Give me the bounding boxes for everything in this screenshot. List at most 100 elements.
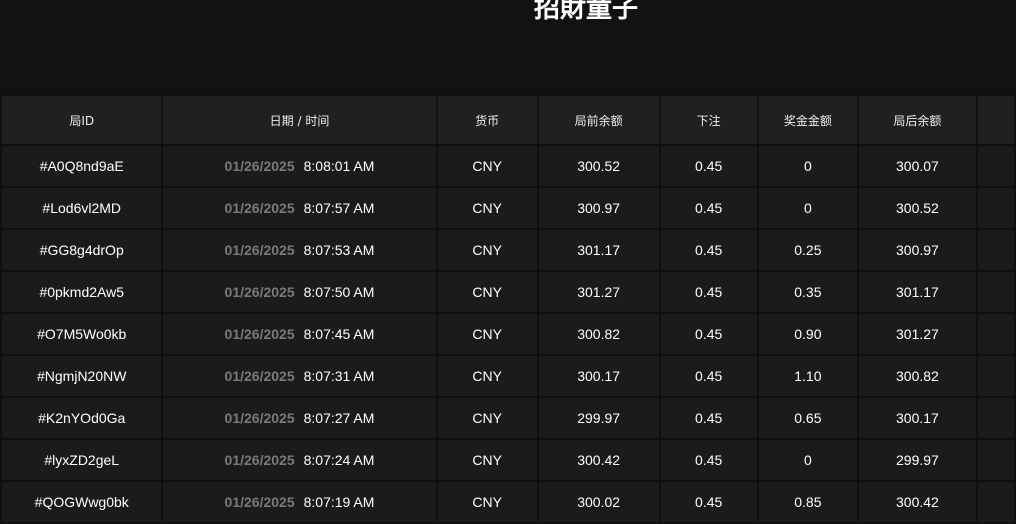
bet: 0.45 [658, 354, 759, 398]
round-id[interactable]: #K2nYOd0Ga [0, 396, 164, 440]
date: 01/26/2025 [224, 410, 295, 426]
win-amount: 0 [756, 144, 859, 188]
table-header-row: 局ID 日期 / 时间 货币 局前余额 下注 奖金金额 局后余额 [0, 94, 1016, 146]
currency: CNY [435, 144, 539, 188]
round-id[interactable]: #Lod6vl2MD [0, 186, 164, 230]
bet: 0.45 [658, 396, 759, 440]
currency: CNY [435, 312, 539, 356]
datetime: 01/26/2025 8:07:45 AM [161, 312, 438, 356]
time: 8:07:31 AM [303, 368, 375, 384]
column-header-round-id: 局ID [0, 94, 164, 146]
datetime: 01/26/2025 8:08:01 AM [161, 144, 438, 188]
balance-after: 300.07 [856, 144, 978, 188]
datetime: 01/26/2025 8:07:24 AM [161, 438, 438, 482]
win-amount: 0.25 [756, 228, 859, 272]
date: 01/26/2025 [224, 452, 295, 468]
table-row[interactable]: #lyxZD2geL 01/26/2025 8:07:24 AM CNY 300.42 0… [0, 438, 1016, 482]
extra-cell [975, 186, 1016, 230]
date: 01/26/2025 [224, 326, 295, 342]
date: 01/26/2025 [224, 494, 295, 510]
time: 8:08:01 AM [303, 158, 375, 174]
balance-before: 300.52 [536, 144, 661, 188]
balance-before: 300.82 [536, 312, 661, 356]
balance-before: 301.27 [536, 270, 661, 314]
column-header-bet: 下注 [658, 94, 759, 146]
balance-after: 300.82 [856, 354, 978, 398]
table-row[interactable]: #O7M5Wo0kb 01/26/2025 8:07:45 AM CNY 300.82 0… [0, 312, 1016, 356]
time: 8:07:24 AM [303, 452, 375, 468]
datetime: 01/26/2025 8:07:57 AM [161, 186, 438, 230]
column-header-balance-after: 局后余额 [856, 94, 978, 146]
date: 01/26/2025 [224, 200, 295, 216]
balance-after: 301.17 [856, 270, 978, 314]
page-title: 招財童子 [533, 0, 638, 24]
round-id[interactable]: #NgmjN20NW [0, 354, 164, 398]
round-id[interactable]: #GG8g4drOp [0, 228, 164, 272]
extra-cell [975, 144, 1016, 188]
time: 8:07:50 AM [303, 284, 375, 300]
date: 01/26/2025 [224, 368, 295, 384]
table-row[interactable]: #A0Q8nd9aE 01/26/2025 8:08:01 AM CNY 300.52 0… [0, 144, 1016, 188]
table-row[interactable]: #K2nYOd0Ga 01/26/2025 8:07:27 AM CNY 299.97 0… [0, 396, 1016, 440]
bet: 0.45 [658, 438, 759, 482]
column-header-datetime: 日期 / 时间 [161, 94, 438, 146]
table-row[interactable]: #NgmjN20NW 01/26/2025 8:07:31 AM CNY 300.17 0… [0, 354, 1016, 398]
currency: CNY [435, 228, 539, 272]
time: 8:07:45 AM [303, 326, 375, 342]
win-amount: 0.65 [756, 396, 859, 440]
extra-cell [975, 312, 1016, 356]
win-amount: 1.10 [756, 354, 859, 398]
currency: CNY [435, 396, 539, 440]
time: 8:07:57 AM [303, 200, 375, 216]
balance-after: 299.97 [856, 438, 978, 482]
bet: 0.45 [658, 144, 759, 188]
extra-cell [975, 270, 1016, 314]
balance-after: 300.52 [856, 186, 978, 230]
time: 8:07:27 AM [303, 410, 375, 426]
column-header-extra [975, 94, 1016, 146]
balance-before: 299.97 [536, 396, 661, 440]
round-id[interactable]: #lyxZD2geL [0, 438, 164, 482]
extra-cell [975, 354, 1016, 398]
currency: CNY [435, 354, 539, 398]
bet: 0.45 [658, 228, 759, 272]
history-table: 局ID 日期 / 时间 货币 局前余额 下注 奖金金额 局后余额 #A0Q8nd9aE 01/… [0, 94, 1016, 524]
currency: CNY [435, 270, 539, 314]
datetime: 01/26/2025 8:07:50 AM [161, 270, 438, 314]
win-amount: 0 [756, 438, 859, 482]
currency: CNY [435, 186, 539, 230]
win-amount: 0.90 [756, 312, 859, 356]
balance-before: 300.97 [536, 186, 661, 230]
extra-cell [975, 438, 1016, 482]
time: 8:07:19 AM [303, 494, 375, 510]
currency: CNY [435, 438, 539, 482]
extra-cell [975, 396, 1016, 440]
balance-before: 300.17 [536, 354, 661, 398]
datetime: 01/26/2025 8:07:27 AM [161, 396, 438, 440]
column-header-currency: 货币 [435, 94, 539, 146]
round-id[interactable]: #0pkmd2Aw5 [0, 270, 164, 314]
date: 01/26/2025 [224, 158, 295, 174]
table-row[interactable]: #Lod6vl2MD 01/26/2025 8:07:57 AM CNY 300.97 0… [0, 186, 1016, 230]
bet: 0.45 [658, 270, 759, 314]
balance-before: 300.42 [536, 438, 661, 482]
win-amount: 0.35 [756, 270, 859, 314]
datetime: 01/26/2025 8:07:31 AM [161, 354, 438, 398]
table-row[interactable]: #GG8g4drOp 01/26/2025 8:07:53 AM CNY 301.17 0… [0, 228, 1016, 272]
datetime: 01/26/2025 8:07:53 AM [161, 228, 438, 272]
extra-cell [975, 228, 1016, 272]
column-header-balance-before: 局前余额 [536, 94, 661, 146]
table-row[interactable]: #0pkmd2Aw5 01/26/2025 8:07:50 AM CNY 301.27 0… [0, 270, 1016, 314]
bet: 0.45 [658, 312, 759, 356]
win-amount: 0 [756, 186, 859, 230]
balance-after: 300.97 [856, 228, 978, 272]
time: 8:07:53 AM [303, 242, 375, 258]
balance-after: 301.27 [856, 312, 978, 356]
balance-before: 301.17 [536, 228, 661, 272]
round-id[interactable]: #A0Q8nd9aE [0, 144, 164, 188]
bet: 0.45 [658, 186, 759, 230]
date: 01/26/2025 [224, 284, 295, 300]
balance-after: 300.17 [856, 396, 978, 440]
date: 01/26/2025 [224, 242, 295, 258]
round-id[interactable]: #O7M5Wo0kb [0, 312, 164, 356]
